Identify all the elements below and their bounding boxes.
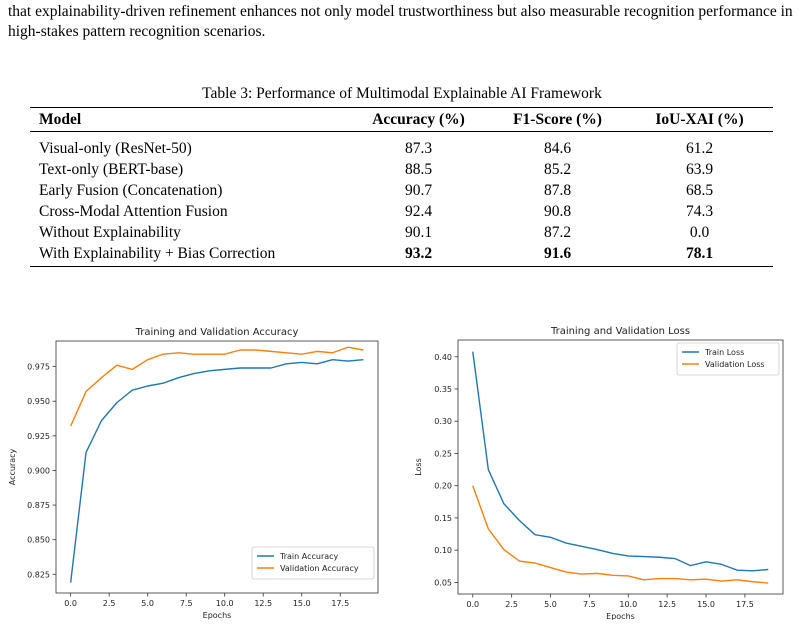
cell-f1: 91.6	[489, 243, 626, 267]
cell-iou: 0.0	[689, 224, 710, 241]
header-iou-xai: IoU-XAI (%)	[626, 107, 773, 132]
chart-1-legend-label: Validation Loss	[705, 360, 765, 369]
chart-0-legend-label: Validation Accuracy	[280, 564, 359, 573]
table-row: Text-only (BERT-base) 88.5 85.2 63.9	[30, 159, 773, 180]
chart-1-series-1-line	[472, 485, 769, 584]
chart-0-xlabel: Epochs	[203, 611, 232, 620]
chart-0-ytick-label: 0.950	[27, 397, 50, 406]
cell-model: Visual-only (ResNet-50)	[39, 140, 192, 157]
chart-1-xtick-label: 15.0	[697, 600, 715, 609]
cell-f1: 87.2	[543, 224, 572, 241]
table-row: Visual-only (ResNet-50) 87.3 84.6 61.2	[30, 132, 773, 160]
chart-0-ytick-label: 0.850	[27, 536, 50, 545]
chart-0-xtick-label: 2.5	[103, 599, 116, 608]
table-row: Without Explainability 90.1 87.2 0.0	[30, 222, 773, 243]
chart-1-legend	[676, 342, 780, 376]
chart-1-ytick-label: 0.05	[434, 578, 452, 587]
chart-0-xtick-label: 10.0	[216, 599, 234, 608]
cell-iou: 68.5	[685, 182, 714, 199]
cell-accuracy: 93.2	[348, 243, 489, 267]
chart-0-xtick-label: 0.0	[64, 599, 77, 608]
chart-1-xtick-label: 17.5	[736, 600, 754, 609]
cell-accuracy: 90.1	[404, 224, 433, 241]
chart-1-xtick-label: 10.0	[619, 600, 637, 609]
cell-f1: 90.8	[543, 203, 572, 220]
chart-1-plot-frame	[457, 339, 784, 595]
accuracy-chart: Training and Validation Accuracy 0.0 2.5 5.…	[6, 318, 391, 620]
header-model: Model	[30, 107, 348, 132]
chart-0-ytick-label: 0.875	[27, 501, 50, 510]
cell-accuracy: 90.7	[404, 182, 433, 199]
chart-0-ytick-label: 0.900	[27, 466, 50, 475]
chart-0-xtick-label: 17.5	[331, 599, 349, 608]
chart-0-ylabel: Accuracy	[8, 448, 17, 485]
loss-chart: Training and Validation Loss 0.0 2.5 5.0 7.5…	[408, 318, 793, 620]
chart-0-legend	[251, 546, 375, 580]
cell-model: With Explainability + Bias Correction	[30, 243, 348, 267]
chart-0-xtick-label: 15.0	[293, 599, 311, 608]
intro-paragraph: that explainability-driven refinement en…	[8, 3, 793, 40]
chart-0-ytick-label: 0.825	[27, 570, 50, 579]
header-f1-score: F1-Score (%)	[489, 107, 626, 132]
cell-iou: 61.2	[685, 140, 714, 157]
chart-0-series-0-line	[69, 358, 364, 583]
cell-accuracy: 88.5	[404, 161, 433, 178]
header-accuracy: Accuracy (%)	[348, 107, 489, 132]
chart-1-xtick-label: 2.5	[505, 600, 518, 609]
chart-1-ytick-label: 0.20	[434, 482, 452, 491]
cell-f1: 85.2	[543, 161, 572, 178]
cell-iou: 63.9	[685, 161, 714, 178]
table-row: Cross-Modal Attention Fusion 92.4 90.8 7…	[30, 201, 773, 222]
chart-0-ytick-label: 0.925	[27, 432, 50, 441]
chart-1-xlabel: Epochs	[606, 612, 635, 620]
chart-1-title: Training and Validation Loss	[550, 326, 690, 337]
chart-1-series-0-line	[472, 351, 769, 572]
chart-1-ytick-label: 0.40	[434, 353, 452, 362]
chart-0-legend-label: Train Accuracy	[279, 552, 339, 561]
chart-0-series-1-line	[70, 346, 364, 427]
chart-1-ytick-label: 0.30	[434, 417, 452, 426]
table-row-best: With Explainability + Bias Correction 93…	[30, 243, 773, 267]
cell-f1: 87.8	[543, 182, 572, 199]
cell-model: Cross-Modal Attention Fusion	[39, 203, 228, 220]
cell-model: Without Explainability	[39, 224, 181, 241]
chart-0-xtick-label: 5.0	[141, 599, 154, 608]
results-table: Model Accuracy (%) F1-Score (%) IoU-XAI …	[30, 107, 773, 267]
cell-accuracy: 87.3	[404, 140, 433, 157]
chart-0-xtick-label: 12.5	[254, 599, 272, 608]
accuracy-chart-svg: Training and Validation Accuracy 0.0 2.5 5.…	[8, 327, 379, 620]
cell-f1: 84.6	[543, 140, 572, 157]
cell-model: Early Fusion (Concatenation)	[39, 182, 223, 199]
chart-0-ytick-label: 0.975	[27, 363, 50, 372]
loss-chart-svg: Training and Validation Loss 0.0 2.5 5.0 7.5…	[414, 326, 784, 620]
table-caption: Table 3: Performance of Multimodal Expla…	[202, 85, 602, 102]
chart-1-xtick-label: 12.5	[658, 600, 676, 609]
chart-1-legend-label: Train Loss	[704, 348, 744, 357]
cell-iou: 78.1	[626, 243, 773, 267]
table-row: Early Fusion (Concatenation) 90.7 87.8 6…	[30, 180, 773, 201]
cell-iou: 74.3	[685, 203, 714, 220]
chart-1-ylabel: Loss	[414, 458, 423, 476]
cell-model: Text-only (BERT-base)	[39, 161, 184, 178]
chart-1-ytick-label: 0.10	[434, 546, 452, 555]
chart-1-xtick-label: 0.0	[466, 600, 479, 609]
chart-1-ytick-label: 0.15	[434, 514, 452, 523]
chart-1-xtick-label: 5.0	[544, 600, 557, 609]
chart-1-ytick-label: 0.35	[434, 385, 452, 394]
cell-accuracy: 92.4	[404, 203, 433, 220]
table-header-row: Model Accuracy (%) F1-Score (%) IoU-XAI …	[30, 107, 773, 132]
chart-0-xtick-label: 7.5	[180, 599, 193, 608]
chart-0-title: Training and Validation Accuracy	[135, 327, 299, 338]
chart-1-xtick-label: 7.5	[583, 600, 596, 609]
chart-1-ytick-label: 0.25	[434, 449, 452, 458]
